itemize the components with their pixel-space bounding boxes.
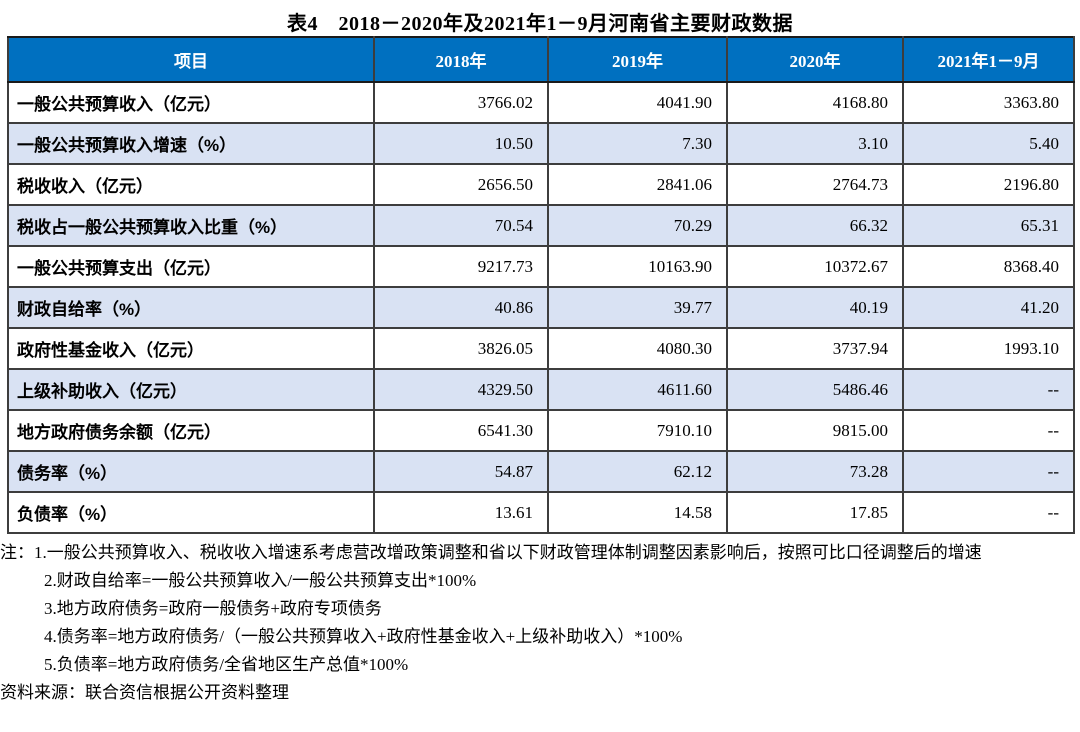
table-header: 项目 2018年 2019年 2020年 2021年1－9月 — [7, 36, 1075, 83]
cell-value: 3.10 — [726, 122, 904, 165]
source-line: 资料来源：联合资信根据公开资料整理 — [0, 683, 289, 702]
row-label: 财政自给率（%） — [7, 286, 375, 329]
cell-value: 14.58 — [547, 491, 728, 534]
cell-value: 39.77 — [547, 286, 728, 329]
cell-value: 73.28 — [726, 450, 904, 493]
row-label: 一般公共预算支出（亿元） — [7, 245, 375, 288]
table-row: 负债率（%） 13.61 14.58 17.85 -- — [7, 491, 1075, 534]
row-label: 税收收入（亿元） — [7, 163, 375, 206]
table-body: 一般公共预算收入（亿元） 3766.02 4041.90 4168.80 336… — [7, 81, 1075, 534]
cell-value: 4080.30 — [547, 327, 728, 370]
cell-value: 4329.50 — [373, 368, 549, 411]
fiscal-data-table: 项目 2018年 2019年 2020年 2021年1－9月 一般公共预算收入（… — [7, 36, 1075, 534]
table-row: 政府性基金收入（亿元） 3826.05 4080.30 3737.94 1993… — [7, 327, 1075, 370]
cell-value: 2841.06 — [547, 163, 728, 206]
cell-value: 9815.00 — [726, 409, 904, 452]
table-row: 地方政府债务余额（亿元） 6541.30 7910.10 9815.00 -- — [7, 409, 1075, 452]
cell-value: 4041.90 — [547, 81, 728, 124]
cell-value: 70.29 — [547, 204, 728, 247]
cell-value: 1993.10 — [902, 327, 1075, 370]
table-row: 税收占一般公共预算收入比重（%） 70.54 70.29 66.32 65.31 — [7, 204, 1075, 247]
cell-value: 54.87 — [373, 450, 549, 493]
footnotes: 注：1.一般公共预算收入、税收收入增速系考虑营改增政策调整和省以下财政管理体制调… — [0, 539, 1080, 707]
table-row: 财政自给率（%） 40.86 39.77 40.19 41.20 — [7, 286, 1075, 329]
cell-value: 7910.10 — [547, 409, 728, 452]
cell-value: -- — [902, 368, 1075, 411]
row-label: 地方政府债务余额（亿元） — [7, 409, 375, 452]
cell-value: 3737.94 — [726, 327, 904, 370]
cell-value: 66.32 — [726, 204, 904, 247]
cell-value: 3826.05 — [373, 327, 549, 370]
cell-value: -- — [902, 450, 1075, 493]
row-label: 政府性基金收入（亿元） — [7, 327, 375, 370]
table-row: 一般公共预算收入（亿元） 3766.02 4041.90 4168.80 336… — [7, 81, 1075, 124]
note-1: 注：1.一般公共预算收入、税收收入增速系考虑营改增政策调整和省以下财政管理体制调… — [0, 543, 982, 562]
cell-value: 5486.46 — [726, 368, 904, 411]
cell-value: 2656.50 — [373, 163, 549, 206]
table-title: 表4 2018－2020年及2021年1－9月河南省主要财政数据 — [287, 13, 793, 35]
cell-value: 8368.40 — [902, 245, 1075, 288]
cell-value: 10163.90 — [547, 245, 728, 288]
cell-value: 65.31 — [902, 204, 1075, 247]
cell-value: 40.86 — [373, 286, 549, 329]
cell-value: 10.50 — [373, 122, 549, 165]
table-row: 债务率（%） 54.87 62.12 73.28 -- — [7, 450, 1075, 493]
column-header-2019: 2019年 — [547, 36, 728, 83]
cell-value: 13.61 — [373, 491, 549, 534]
table-row: 税收收入（亿元） 2656.50 2841.06 2764.73 2196.80 — [7, 163, 1075, 206]
note-5: 5.负债率=地方政府债务/全省地区生产总值*100% — [44, 655, 409, 674]
cell-value: 4611.60 — [547, 368, 728, 411]
column-header-2018: 2018年 — [373, 36, 549, 83]
cell-value: 6541.30 — [373, 409, 549, 452]
cell-value: 5.40 — [902, 122, 1075, 165]
cell-value: 2196.80 — [902, 163, 1075, 206]
table-row: 上级补助收入（亿元） 4329.50 4611.60 5486.46 -- — [7, 368, 1075, 411]
row-label: 税收占一般公共预算收入比重（%） — [7, 204, 375, 247]
cell-value: -- — [902, 491, 1075, 534]
cell-value: 17.85 — [726, 491, 904, 534]
table-row: 一般公共预算支出（亿元） 9217.73 10163.90 10372.67 8… — [7, 245, 1075, 288]
cell-value: -- — [902, 409, 1075, 452]
cell-value: 9217.73 — [373, 245, 549, 288]
header-row: 项目 2018年 2019年 2020年 2021年1－9月 — [7, 36, 1075, 83]
cell-value: 10372.67 — [726, 245, 904, 288]
cell-value: 7.30 — [547, 122, 728, 165]
cell-value: 2764.73 — [726, 163, 904, 206]
column-header-2021: 2021年1－9月 — [902, 36, 1075, 83]
note-4: 4.债务率=地方政府债务/（一般公共预算收入+政府性基金收入+上级补助收入）*1… — [44, 627, 683, 646]
row-label: 一般公共预算收入增速（%） — [7, 122, 375, 165]
cell-value: 4168.80 — [726, 81, 904, 124]
column-header-item: 项目 — [7, 36, 375, 83]
cell-value: 3766.02 — [373, 81, 549, 124]
cell-value: 41.20 — [902, 286, 1075, 329]
row-label: 上级补助收入（亿元） — [7, 368, 375, 411]
column-header-2020: 2020年 — [726, 36, 904, 83]
row-label: 一般公共预算收入（亿元） — [7, 81, 375, 124]
cell-value: 3363.80 — [902, 81, 1075, 124]
table-row: 一般公共预算收入增速（%） 10.50 7.30 3.10 5.40 — [7, 122, 1075, 165]
row-label: 负债率（%） — [7, 491, 375, 534]
cell-value: 40.19 — [726, 286, 904, 329]
cell-value: 70.54 — [373, 204, 549, 247]
note-2: 2.财政自给率=一般公共预算收入/一般公共预算支出*100% — [44, 571, 477, 590]
row-label: 债务率（%） — [7, 450, 375, 493]
note-3: 3.地方政府债务=政府一般债务+政府专项债务 — [44, 599, 382, 618]
cell-value: 62.12 — [547, 450, 728, 493]
